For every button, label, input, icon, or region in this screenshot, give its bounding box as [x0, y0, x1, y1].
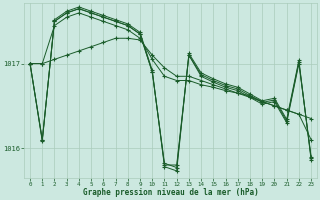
X-axis label: Graphe pression niveau de la mer (hPa): Graphe pression niveau de la mer (hPa) [83, 188, 259, 197]
